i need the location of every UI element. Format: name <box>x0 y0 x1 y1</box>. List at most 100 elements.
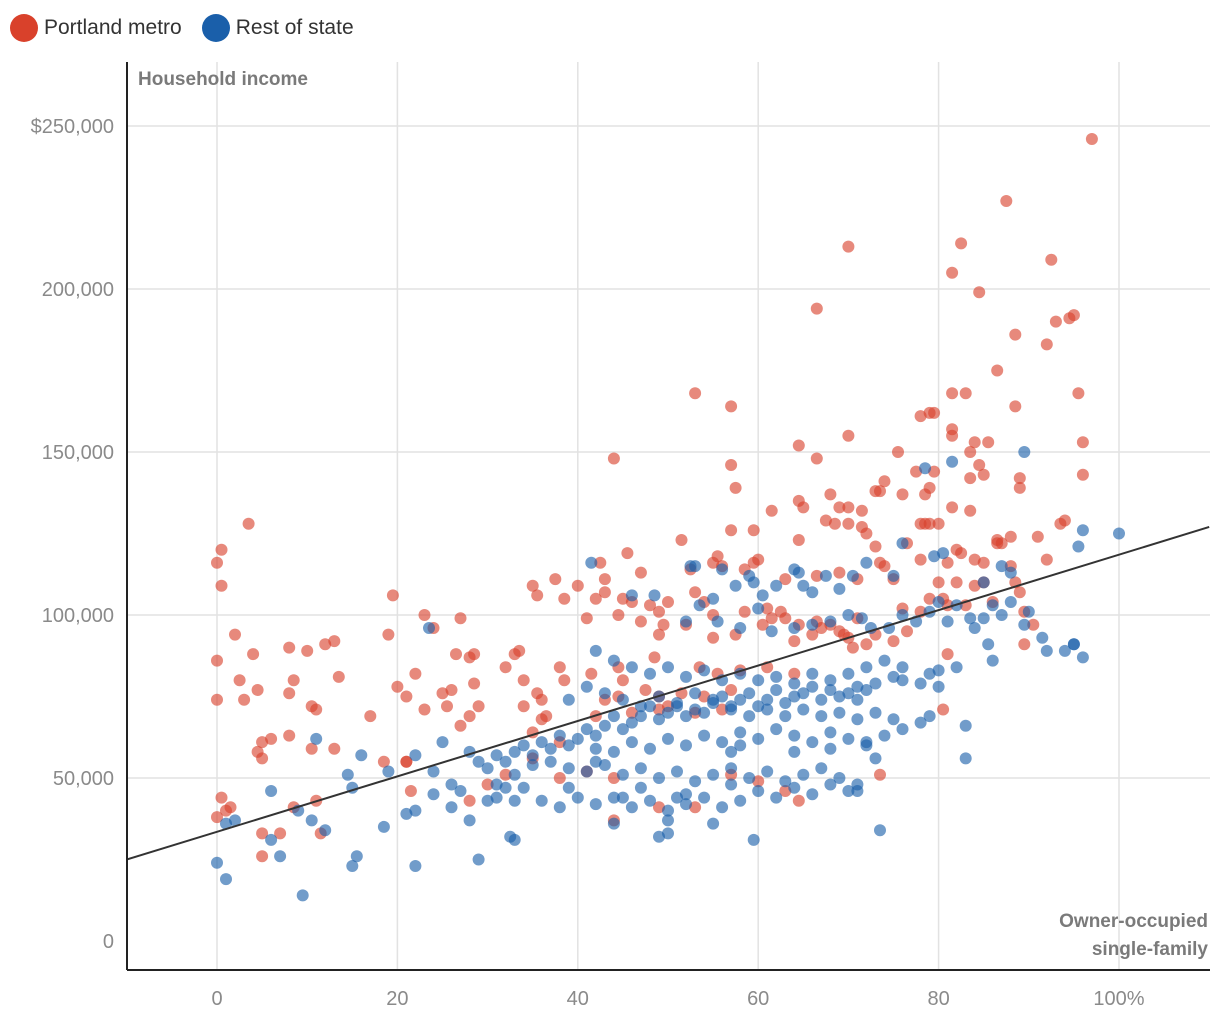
point-portland-metro <box>589 592 602 605</box>
point-rest-of-state <box>409 749 422 762</box>
y-tick-label: 0 <box>103 931 114 953</box>
point-portland-metro <box>364 710 377 723</box>
point-portland-metro <box>919 517 932 530</box>
point-rest-of-state <box>833 690 846 703</box>
point-portland-metro <box>328 742 341 755</box>
point-portland-metro <box>238 693 251 706</box>
point-rest-of-state <box>932 680 945 693</box>
point-portland-metro <box>211 693 223 706</box>
point-portland-metro <box>1031 530 1044 543</box>
point-rest-of-state <box>562 739 575 752</box>
point-rest-of-state <box>734 726 747 739</box>
point-rest-of-state <box>625 716 638 729</box>
point-rest-of-state <box>607 791 620 804</box>
point-portland-metro <box>932 517 945 530</box>
y-tick-label: 50,000 <box>53 768 114 790</box>
point-rest-of-state <box>535 794 548 807</box>
point-rest-of-state <box>779 710 792 723</box>
point-portland-metro <box>211 654 223 667</box>
point-rest-of-state <box>310 732 323 745</box>
point-portland-metro <box>977 468 990 481</box>
point-rest-of-state <box>472 755 485 768</box>
point-rest-of-state <box>860 661 873 674</box>
point-portland-metro <box>914 553 927 566</box>
point-portland-metro <box>580 612 593 625</box>
point-rest-of-state <box>928 550 941 563</box>
legend-item-rest-of-state[interactable]: Rest of state <box>201 14 354 42</box>
x-tick-label: 80 <box>927 988 949 1010</box>
point-portland-metro <box>418 703 431 716</box>
x-tick-label: 40 <box>567 988 589 1010</box>
point-rest-of-state <box>1022 605 1035 618</box>
point-portland-metro <box>896 488 909 501</box>
point-portland-metro <box>1085 133 1098 145</box>
point-rest-of-state <box>1113 527 1125 540</box>
point-portland-metro <box>215 543 228 556</box>
point-rest-of-state <box>589 742 602 755</box>
point-portland-metro <box>869 485 882 498</box>
point-rest-of-state <box>896 537 909 550</box>
point-rest-of-state <box>725 762 738 775</box>
point-rest-of-state <box>937 547 950 560</box>
point-rest-of-state <box>896 674 909 687</box>
point-portland-metro <box>955 237 968 250</box>
point-portland-metro <box>657 618 670 631</box>
point-portland-metro <box>499 661 512 674</box>
point-rest-of-state <box>770 579 783 592</box>
point-rest-of-state <box>1040 644 1053 657</box>
point-rest-of-state <box>896 723 909 736</box>
point-portland-metro <box>1063 312 1076 325</box>
point-portland-metro <box>468 648 481 661</box>
point-rest-of-state <box>296 889 309 902</box>
point-portland-metro <box>1004 530 1017 543</box>
point-rest-of-state <box>995 560 1008 573</box>
point-rest-of-state <box>625 736 638 749</box>
point-rest-of-state <box>761 693 774 706</box>
point-rest-of-state <box>770 723 783 736</box>
point-rest-of-state <box>725 703 738 716</box>
point-rest-of-state <box>815 762 828 775</box>
point-portland-metro <box>707 631 720 644</box>
point-rest-of-state <box>711 615 724 628</box>
point-portland-metro <box>1009 328 1022 341</box>
point-rest-of-state <box>806 618 819 631</box>
point-portland-metro <box>607 772 620 784</box>
point-portland-metro <box>747 556 760 569</box>
point-portland-metro <box>806 628 819 641</box>
point-rest-of-state <box>743 772 756 784</box>
point-portland-metro <box>634 566 647 579</box>
point-rest-of-state <box>851 713 864 726</box>
point-portland-metro <box>1000 195 1013 207</box>
point-rest-of-state <box>1004 596 1017 608</box>
point-rest-of-state <box>436 736 449 749</box>
point-portland-metro <box>923 481 936 494</box>
point-rest-of-state <box>562 693 575 706</box>
point-portland-metro <box>869 540 882 553</box>
point-portland-metro <box>1049 315 1062 328</box>
point-portland-metro <box>946 501 959 514</box>
point-portland-metro <box>923 592 936 605</box>
legend-swatch-rest-of-state <box>201 14 230 42</box>
point-portland-metro <box>1072 387 1085 400</box>
trend-line <box>126 526 1210 861</box>
point-rest-of-state <box>977 612 990 625</box>
point-rest-of-state <box>553 729 566 742</box>
point-rest-of-state <box>860 556 873 569</box>
point-rest-of-state <box>490 778 503 791</box>
point-portland-metro <box>878 560 891 573</box>
point-portland-metro <box>517 674 530 687</box>
point-rest-of-state <box>671 697 683 709</box>
point-rest-of-state <box>662 827 674 840</box>
point-rest-of-state <box>544 755 557 768</box>
point-rest-of-state <box>689 687 702 700</box>
legend-item-portland-metro[interactable]: Portland metro <box>10 14 182 42</box>
point-portland-metro <box>598 586 611 599</box>
point-portland-metro <box>400 755 413 768</box>
point-portland-metro <box>463 794 476 807</box>
point-portland-metro <box>653 605 665 618</box>
point-rest-of-state <box>508 833 521 846</box>
point-rest-of-state <box>644 700 656 713</box>
point-rest-of-state <box>770 670 783 683</box>
point-rest-of-state <box>607 710 620 723</box>
point-rest-of-state <box>707 693 720 706</box>
